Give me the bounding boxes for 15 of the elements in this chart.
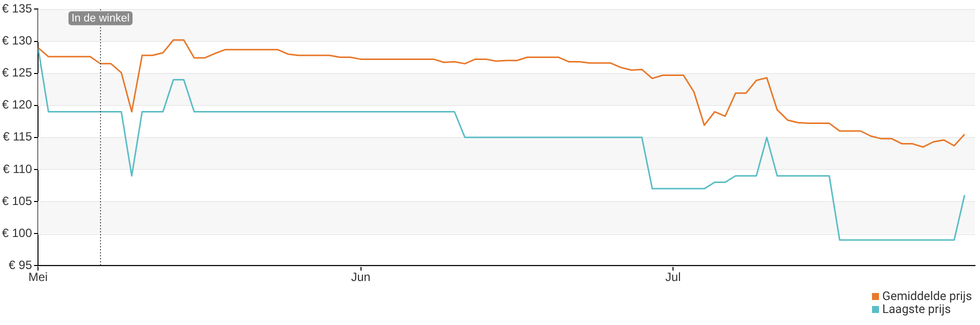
ref-line-label: In de winkel [71, 12, 130, 25]
y-tick-label: € 125 [2, 66, 32, 80]
x-tick-label: Jun [351, 270, 370, 284]
y-tick-label: € 120 [2, 98, 32, 112]
y-tick-label: € 105 [2, 194, 32, 208]
y-tick-label: € 110 [2, 162, 32, 176]
legend-label: Laagste prijs [882, 302, 951, 316]
y-tick-label: € 130 [2, 34, 32, 48]
x-tick-label: Jul [665, 270, 681, 284]
y-tick-label: € 115 [2, 130, 32, 144]
y-tick-label: € 135 [2, 2, 32, 16]
x-tick-label: Mei [28, 270, 48, 284]
y-tick-label: € 95 [8, 258, 32, 272]
y-tick-label: € 100 [2, 226, 32, 240]
legend-label: Gemiddelde prijs [882, 289, 972, 303]
